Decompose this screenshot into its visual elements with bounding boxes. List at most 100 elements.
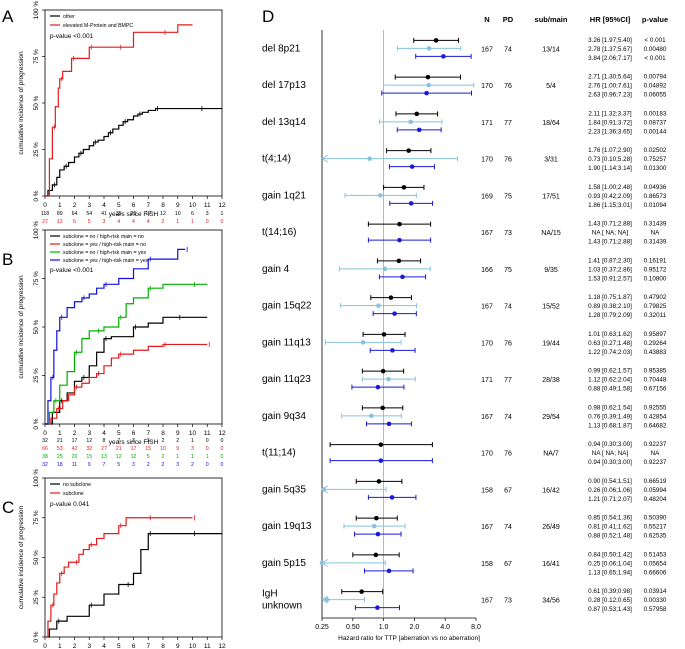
cell-p-value: 0.92237 [644,459,667,466]
cell-hr: 0.28 [0.12;0.65] [588,597,632,604]
cell-p-value: 0.66519 [644,478,667,485]
hr-point [380,405,386,411]
x-tick-label: 5 [117,430,121,437]
x-tick-label: 6 [132,430,136,437]
panel-d: 0.25 0.50 1.0 2.0 4.0 8.0 Hazard ratio for TTP… [262,15,668,642]
row-label: gain 15q22 [262,301,312,312]
at-risk-value: 4 [147,219,150,225]
km-curve [45,533,222,638]
cell-n: 171 [481,120,493,127]
at-risk-value: 5 [88,219,91,225]
row-label: gain 11q23 [262,374,311,385]
at-risk-value: 13 [101,454,107,460]
at-risk-value: 20 [72,454,78,460]
legend-entry: subclone = no / high-risk main = no [63,234,144,240]
cell-n: 171 [481,377,493,384]
panel-label: A [2,7,14,26]
row-label: gain 5p15 [262,558,306,569]
hr-point [378,458,384,463]
cell-p-value: 0.42854 [644,413,667,420]
x-tick-label: 1 [58,643,62,649]
cell-pd: 67 [504,561,512,568]
at-risk-value: 18 [57,462,63,468]
cell-n: 170 [481,451,493,458]
cell-hr: 1.28 [0.79;2.09] [588,312,632,319]
cell-hr: 1.12 [0.62;2.04] [588,377,632,384]
x-tick-label: 11 [204,202,211,209]
x-tick-label: 3 [87,430,91,437]
at-risk-value: 41 [101,211,107,217]
row-label: unknown [262,601,302,612]
at-risk-value: 0 [206,446,209,452]
at-risk-value: 10 [175,211,181,217]
at-risk-value: 25 [57,454,63,460]
hr-point [386,421,392,427]
at-risk-value: 118 [41,211,49,217]
hr-point [375,531,381,537]
cell-n: 167 [481,46,493,53]
cell-hr: 1.03 [0.37;2.86] [588,266,632,273]
at-risk-value: 4 [117,219,120,225]
cell-hr: 1.13 [0.68;1.87] [588,422,632,429]
cell-p-value: 0.02502 [644,147,667,154]
cell-pd: 67 [504,487,512,494]
y-tick-label: 100 % [33,1,40,20]
cell-p-value: 0.00183 [644,110,667,117]
hr-point [397,221,402,227]
cell-hr: 1.58 [1.00;2.48] [588,184,632,191]
at-risk-value: 0 [221,462,224,468]
cell-hr: 0.94 [0.30;3.00] [588,459,632,466]
cell-pd: 74 [504,414,512,421]
panel-b: 0 % 25 % 50 % 75 % 100 % cumulative incidence… [18,221,226,468]
cell-p-value: < 0.001 [644,37,666,44]
cell-p-value: 0.50390 [644,515,667,522]
y-tick-label: 50 % [33,550,40,565]
forest-row: t(11;14) 170 76 NA/7 0.94 [0.30;3.00] 0.92237… [262,441,667,466]
cell-hr: 1.01 [0.63;1.62] [588,331,632,338]
forest-row: gain 5q35 158 67 16/42 0.90 [0.54;1.51] 0.665… [262,478,667,503]
legend-entry: elevated M-Protein and BMPC [63,23,133,29]
x-tick-label: 2 [73,643,77,649]
cell-p-value: 0.10800 [644,275,667,282]
cell-sub-main: 26/49 [542,524,560,531]
x-tick-label: 10 [189,430,197,437]
cell-p-value: NA [651,450,661,457]
at-risk-value: 0 [221,454,224,460]
row-label: t(11;14) [262,448,296,459]
row-label: gain 19q13 [262,521,312,532]
x-tick-label: 8 [161,643,165,649]
cell-pd: 77 [504,377,512,384]
at-risk-value: 4 [132,219,135,225]
forest-row: gain 11q13 170 76 19/44 1.01 [0.63;1.62] 0.95… [262,331,667,356]
hr-point [392,311,397,316]
cell-hr: 0.88 [0.52;1.48] [588,533,632,540]
cell-hr: 0.26 [0.06;1.06] [588,487,632,494]
ci-arrow [321,154,329,163]
hr-point [400,274,405,280]
at-risk-value: 10 [160,446,166,452]
hr-point [433,38,439,43]
cell-p-value: 0.70448 [644,377,667,384]
km-curve [45,283,208,425]
hr-point [319,560,325,566]
cell-hr: 0.94 [0.30;3.00] [588,441,632,448]
cell-p-value: 0.00144 [644,128,667,135]
cell-hr: 1.18 [0.75;1.87] [588,294,632,301]
cell-p-value: 0.00330 [644,597,667,604]
at-risk-value: 9 [88,462,91,468]
forest-row: del 13q14 171 77 18/64 2.11 [1.32;3.37] 0.001… [262,110,667,135]
cell-p-value: 0.08737 [644,119,667,126]
at-risk-value: 38 [42,454,48,460]
cell-n: 158 [481,561,493,568]
cell-hr: 1.21 [0.71;2.07] [588,496,632,503]
x-tick-label: 3 [87,202,91,209]
y-tick-label: 25 % [33,142,40,157]
legend-entry: subclone = yes / high-risk main = no [63,242,146,248]
at-risk-value: 89 [57,211,63,217]
at-risk-value: 2 [147,462,150,468]
cell-pd: 76 [504,340,512,347]
x-tick-label: 5 [117,643,121,649]
at-risk-value: 2 [162,438,165,444]
y-axis-label: cumulative incidence of progression [18,51,25,155]
cell-hr: 3.26 [1.97;5.40] [588,37,632,44]
